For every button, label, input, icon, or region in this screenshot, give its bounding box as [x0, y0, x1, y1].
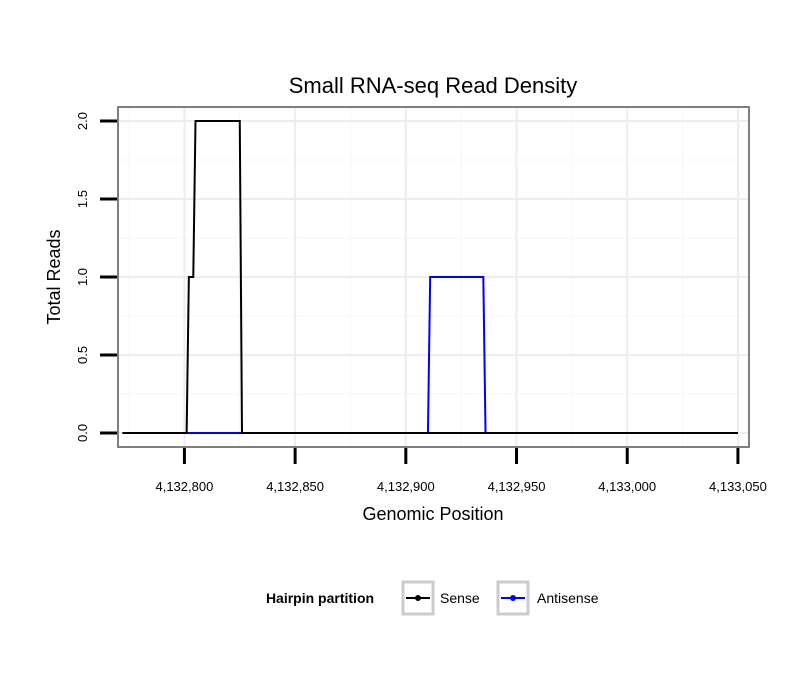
x-tick-label: 4,132,900 [377, 479, 435, 494]
x-tick-label: 4,132,850 [266, 479, 324, 494]
legend-dot-sense [415, 595, 421, 601]
x-tick-label: 4,133,050 [709, 479, 767, 494]
series-line-sense [122, 120, 738, 434]
x-tick-label: 4,133,000 [598, 479, 656, 494]
legend-title: Hairpin partition [266, 590, 374, 606]
y-tick-label: 1.5 [75, 190, 90, 208]
chart-title: Small RNA-seq Read Density [289, 73, 578, 98]
x-tick-label: 4,132,800 [155, 479, 213, 494]
series-lines [122, 120, 738, 434]
y-axis-title: Total Reads [44, 229, 64, 324]
legend-label-sense: Sense [440, 590, 480, 606]
y-tick-label: 1.0 [75, 268, 90, 286]
y-tick-label: 0.5 [75, 346, 90, 364]
x-axis: 4,132,800 4,132,850 4,132,900 4,132,950 4,13… [155, 448, 767, 494]
legend-item-sense: Sense [401, 580, 480, 616]
x-axis-title: Genomic Position [362, 504, 503, 524]
legend-label-antisense: Antisense [537, 590, 599, 606]
x-tick-label: 4,132,950 [488, 479, 546, 494]
y-tick-label: 0.0 [75, 424, 90, 442]
y-axis: 0.0 0.5 1.0 1.5 2.0 [75, 112, 117, 442]
legend-item-antisense: Antisense [496, 580, 599, 616]
legend-dot-antisense [510, 595, 516, 601]
y-tick-label: 2.0 [75, 112, 90, 130]
legend: Hairpin partition Sense Antisense [266, 580, 599, 616]
